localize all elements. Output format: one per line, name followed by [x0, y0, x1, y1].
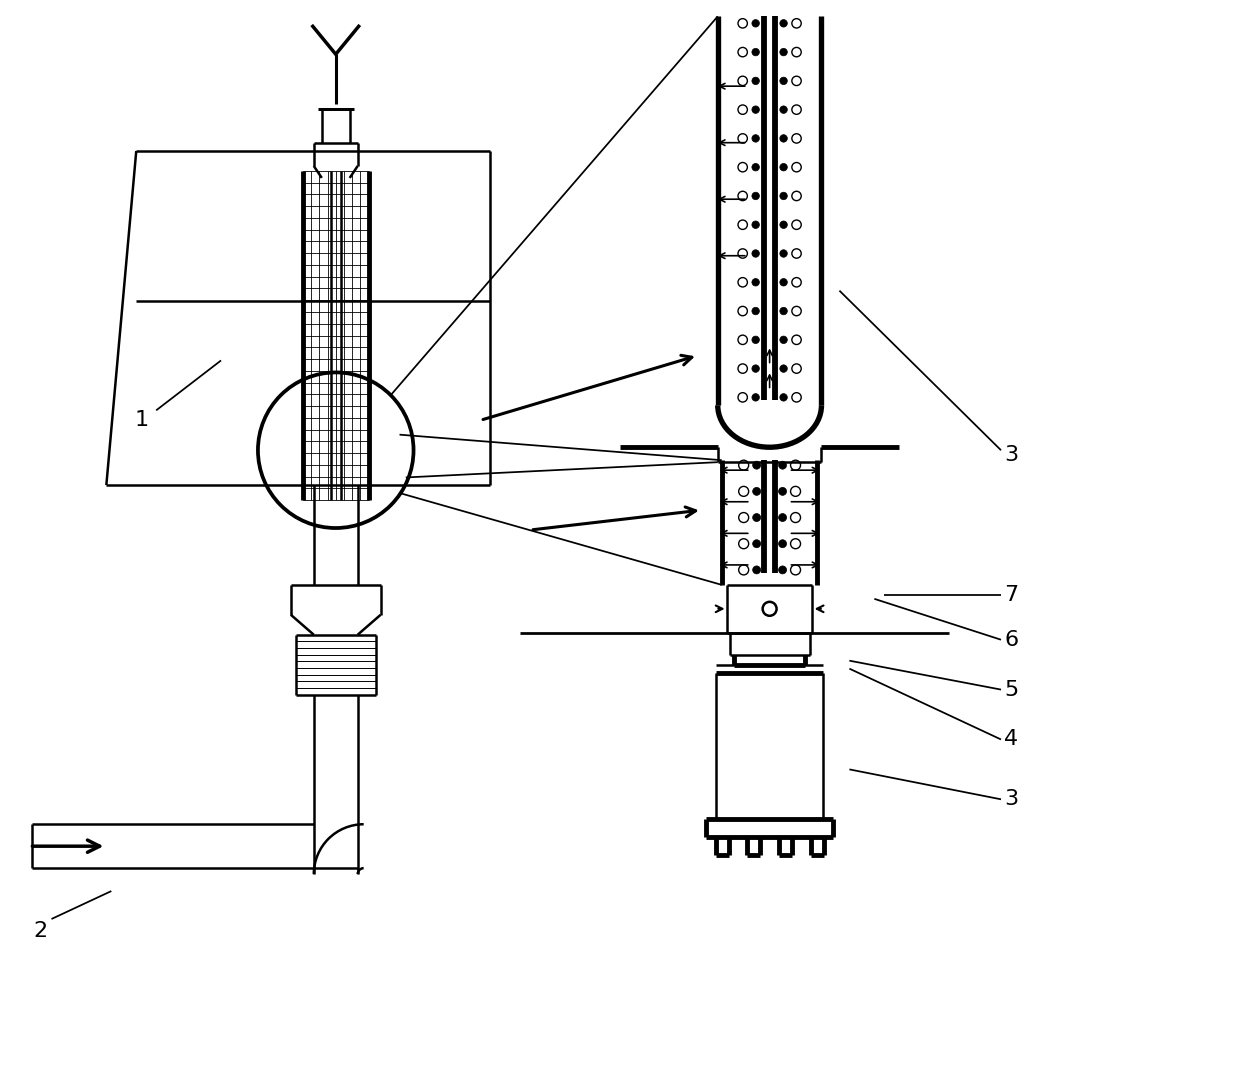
Circle shape [780, 394, 787, 401]
Circle shape [751, 278, 759, 286]
Circle shape [780, 164, 787, 171]
Circle shape [780, 19, 787, 27]
Text: 1: 1 [134, 410, 149, 430]
Circle shape [751, 48, 759, 56]
Circle shape [780, 278, 787, 286]
Circle shape [780, 336, 787, 343]
Circle shape [779, 461, 786, 469]
Circle shape [751, 193, 759, 200]
Circle shape [751, 336, 759, 343]
Circle shape [779, 487, 786, 495]
Circle shape [751, 106, 759, 113]
Circle shape [780, 365, 787, 372]
Text: 2: 2 [33, 921, 47, 941]
Circle shape [751, 135, 759, 142]
Circle shape [753, 514, 760, 521]
Circle shape [780, 48, 787, 56]
Circle shape [753, 566, 760, 574]
Text: 3: 3 [1004, 790, 1018, 809]
Circle shape [751, 221, 759, 229]
Text: 5: 5 [1004, 679, 1018, 700]
Circle shape [780, 307, 787, 315]
Circle shape [779, 539, 786, 548]
Circle shape [751, 19, 759, 27]
Circle shape [751, 394, 759, 401]
Circle shape [780, 106, 787, 113]
Circle shape [780, 135, 787, 142]
Circle shape [751, 307, 759, 315]
Circle shape [780, 221, 787, 229]
Circle shape [779, 566, 786, 574]
Circle shape [751, 164, 759, 171]
Text: 3: 3 [1004, 445, 1018, 465]
Circle shape [780, 77, 787, 85]
Circle shape [751, 77, 759, 85]
Text: 6: 6 [1004, 630, 1018, 649]
Circle shape [780, 193, 787, 200]
Circle shape [780, 249, 787, 257]
Circle shape [751, 365, 759, 372]
Circle shape [753, 487, 760, 495]
Text: 4: 4 [1004, 730, 1018, 749]
Text: 7: 7 [1004, 585, 1018, 605]
Circle shape [753, 539, 760, 548]
Circle shape [779, 514, 786, 521]
Circle shape [753, 461, 760, 469]
Circle shape [751, 249, 759, 257]
